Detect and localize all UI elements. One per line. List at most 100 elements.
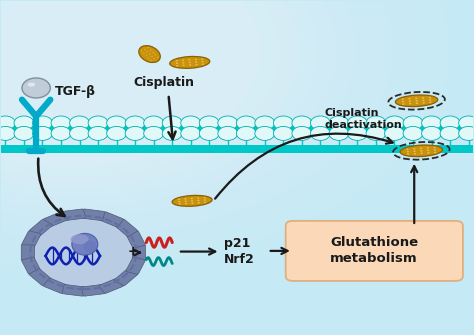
Text: p21
Nrf2: p21 Nrf2 (224, 237, 255, 266)
Circle shape (403, 116, 423, 130)
Circle shape (176, 62, 178, 64)
Ellipse shape (139, 46, 160, 63)
Circle shape (0, 116, 15, 130)
FancyBboxPatch shape (43, 278, 68, 293)
FancyBboxPatch shape (126, 257, 145, 274)
Circle shape (199, 126, 219, 140)
Circle shape (146, 55, 147, 56)
Circle shape (176, 65, 178, 67)
Circle shape (255, 126, 275, 140)
Circle shape (155, 54, 156, 55)
Circle shape (189, 64, 191, 66)
Circle shape (422, 97, 424, 99)
FancyBboxPatch shape (62, 284, 85, 296)
Circle shape (181, 116, 201, 130)
Circle shape (185, 203, 187, 204)
Circle shape (184, 198, 187, 200)
Text: Cisplatin
deactivation: Cisplatin deactivation (324, 108, 402, 130)
Circle shape (329, 126, 349, 140)
Circle shape (408, 98, 410, 99)
Circle shape (366, 126, 386, 140)
Circle shape (415, 97, 418, 99)
FancyBboxPatch shape (286, 221, 463, 281)
Ellipse shape (71, 234, 89, 244)
FancyBboxPatch shape (62, 209, 85, 220)
Text: Glutathione
metabolism: Glutathione metabolism (330, 237, 418, 265)
Circle shape (88, 126, 108, 140)
Circle shape (146, 51, 148, 52)
Circle shape (292, 116, 312, 130)
Circle shape (189, 62, 191, 63)
Circle shape (255, 116, 275, 130)
Circle shape (422, 102, 425, 104)
Circle shape (218, 116, 237, 130)
Circle shape (198, 202, 200, 204)
Circle shape (150, 60, 152, 61)
Circle shape (420, 152, 423, 154)
Ellipse shape (0, 0, 261, 168)
Text: Cisplatin: Cisplatin (133, 76, 194, 89)
Circle shape (310, 116, 330, 130)
FancyBboxPatch shape (132, 245, 146, 260)
Circle shape (201, 58, 203, 60)
Circle shape (407, 151, 409, 152)
Circle shape (182, 65, 185, 66)
Circle shape (191, 200, 193, 202)
Circle shape (329, 116, 349, 130)
Circle shape (422, 99, 425, 101)
Circle shape (195, 59, 197, 60)
Circle shape (22, 78, 50, 98)
Circle shape (401, 98, 404, 100)
Circle shape (237, 116, 256, 130)
FancyBboxPatch shape (22, 257, 41, 274)
Circle shape (413, 150, 416, 152)
FancyBboxPatch shape (82, 209, 105, 220)
Circle shape (409, 100, 411, 102)
Circle shape (421, 116, 441, 130)
Circle shape (184, 200, 187, 202)
FancyBboxPatch shape (99, 212, 123, 227)
Text: +: + (128, 245, 138, 258)
Circle shape (152, 52, 154, 53)
Circle shape (150, 50, 151, 51)
FancyBboxPatch shape (43, 212, 68, 227)
Circle shape (406, 148, 409, 150)
Ellipse shape (0, 0, 299, 188)
Circle shape (178, 201, 181, 202)
Circle shape (151, 56, 153, 57)
Ellipse shape (30, 216, 137, 289)
Circle shape (144, 116, 164, 130)
Circle shape (402, 101, 404, 103)
Circle shape (403, 126, 423, 140)
Circle shape (347, 116, 367, 130)
Circle shape (197, 200, 200, 201)
Circle shape (203, 197, 206, 199)
Circle shape (197, 197, 200, 199)
Circle shape (149, 54, 150, 55)
Circle shape (182, 62, 184, 64)
Ellipse shape (395, 95, 438, 107)
Circle shape (144, 49, 146, 50)
Circle shape (107, 126, 127, 140)
Circle shape (428, 96, 431, 98)
Circle shape (414, 153, 416, 154)
Circle shape (204, 199, 206, 201)
Circle shape (14, 116, 34, 130)
Ellipse shape (72, 233, 98, 255)
Circle shape (88, 116, 108, 130)
Circle shape (181, 126, 201, 140)
FancyBboxPatch shape (114, 219, 137, 237)
Circle shape (384, 116, 404, 130)
Circle shape (107, 116, 127, 130)
Circle shape (459, 116, 474, 130)
Circle shape (310, 126, 330, 140)
Circle shape (427, 149, 429, 151)
Circle shape (157, 57, 158, 58)
Circle shape (292, 126, 312, 140)
Circle shape (427, 147, 429, 149)
Ellipse shape (83, 241, 97, 252)
Circle shape (237, 126, 256, 140)
Ellipse shape (27, 83, 35, 87)
Circle shape (273, 116, 293, 130)
Circle shape (347, 126, 367, 140)
